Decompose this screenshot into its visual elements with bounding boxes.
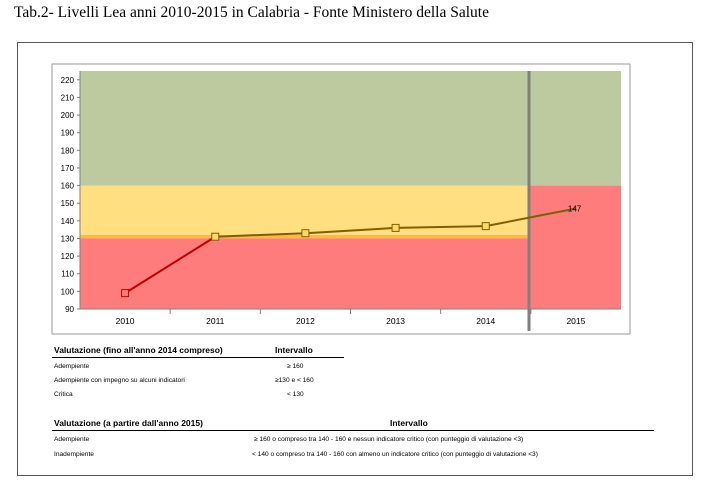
- zone-green-pre2015: [80, 71, 529, 186]
- y-tick-label: 160: [61, 182, 75, 191]
- data-point: [121, 289, 130, 298]
- y-tick-label: 190: [61, 129, 75, 138]
- y-tick-label: 130: [61, 234, 75, 243]
- y-tick-label: 180: [61, 146, 75, 155]
- zone-green-2015: [529, 71, 621, 186]
- x-tick-label: 2014: [476, 316, 495, 326]
- data-point: [211, 232, 220, 241]
- legend1-row-value: ≥ 160: [287, 363, 304, 370]
- x-tick-label: 2013: [386, 316, 405, 326]
- data-point: [481, 222, 490, 231]
- y-tick-label: 110: [61, 270, 74, 279]
- data-point: [391, 223, 400, 232]
- page-title: Tab.2- Livelli Lea anni 2010-2015 in Cal…: [14, 4, 489, 21]
- legend1-header-left: Valutazione (fino all'anno 2014 compreso…: [54, 345, 223, 355]
- y-tick-label: 150: [61, 199, 75, 208]
- legend1-header-right: Intervallo: [275, 345, 313, 355]
- zone-red-2015: [529, 185, 621, 309]
- outer-frame: [17, 42, 693, 476]
- data-point: [301, 229, 310, 238]
- legend2-row-value: < 140 o compreso tra 140 - 160 con almen…: [252, 451, 538, 458]
- legend1-row-label: Adempiente: [54, 363, 90, 370]
- legend2-header-left: Valutazione (a partire dall'anno 2015): [54, 418, 203, 428]
- y-tick-label: 120: [61, 252, 75, 261]
- series-segment: [215, 232, 306, 238]
- legend1-row-label: Adempiente con impegno su alcuni indicat…: [54, 377, 185, 384]
- legend2-row-value: ≥ 160 o compreso tra 140 - 160 e nessun …: [254, 436, 524, 443]
- legend2-row-label: Adempiente: [54, 436, 90, 443]
- legend2-header-right: Intervallo: [390, 418, 428, 428]
- y-tick-label: 200: [61, 111, 75, 120]
- y-tick-label: 90: [65, 305, 74, 314]
- series-segment: [305, 226, 396, 235]
- legend1-row-value: < 130: [287, 391, 304, 398]
- series-segment: [485, 207, 577, 228]
- y-tick-label: 210: [61, 93, 75, 102]
- x-tick-label: 2012: [296, 316, 315, 326]
- x-tick-label: 2011: [206, 316, 225, 326]
- y-tick-label: 140: [61, 217, 75, 226]
- legend2-header-rule: [52, 430, 654, 431]
- legend1-row-label: Critica: [54, 391, 73, 398]
- series-segment: [395, 225, 486, 229]
- x-tick-label: 2010: [116, 316, 135, 326]
- x-tick-label: 2015: [566, 316, 585, 326]
- series-segment: [124, 235, 216, 294]
- legend2-row-label: Inadempiente: [54, 451, 94, 458]
- y-tick-label: 170: [61, 164, 75, 173]
- data-label: 147: [568, 205, 582, 214]
- legend1-row-value: ≥130 e < 160: [275, 377, 314, 384]
- y-tick-label: 100: [61, 287, 75, 296]
- zone-red-pre2015: [80, 238, 529, 309]
- legend1-header-rule: [52, 357, 344, 358]
- y-tick-label: 220: [61, 76, 75, 85]
